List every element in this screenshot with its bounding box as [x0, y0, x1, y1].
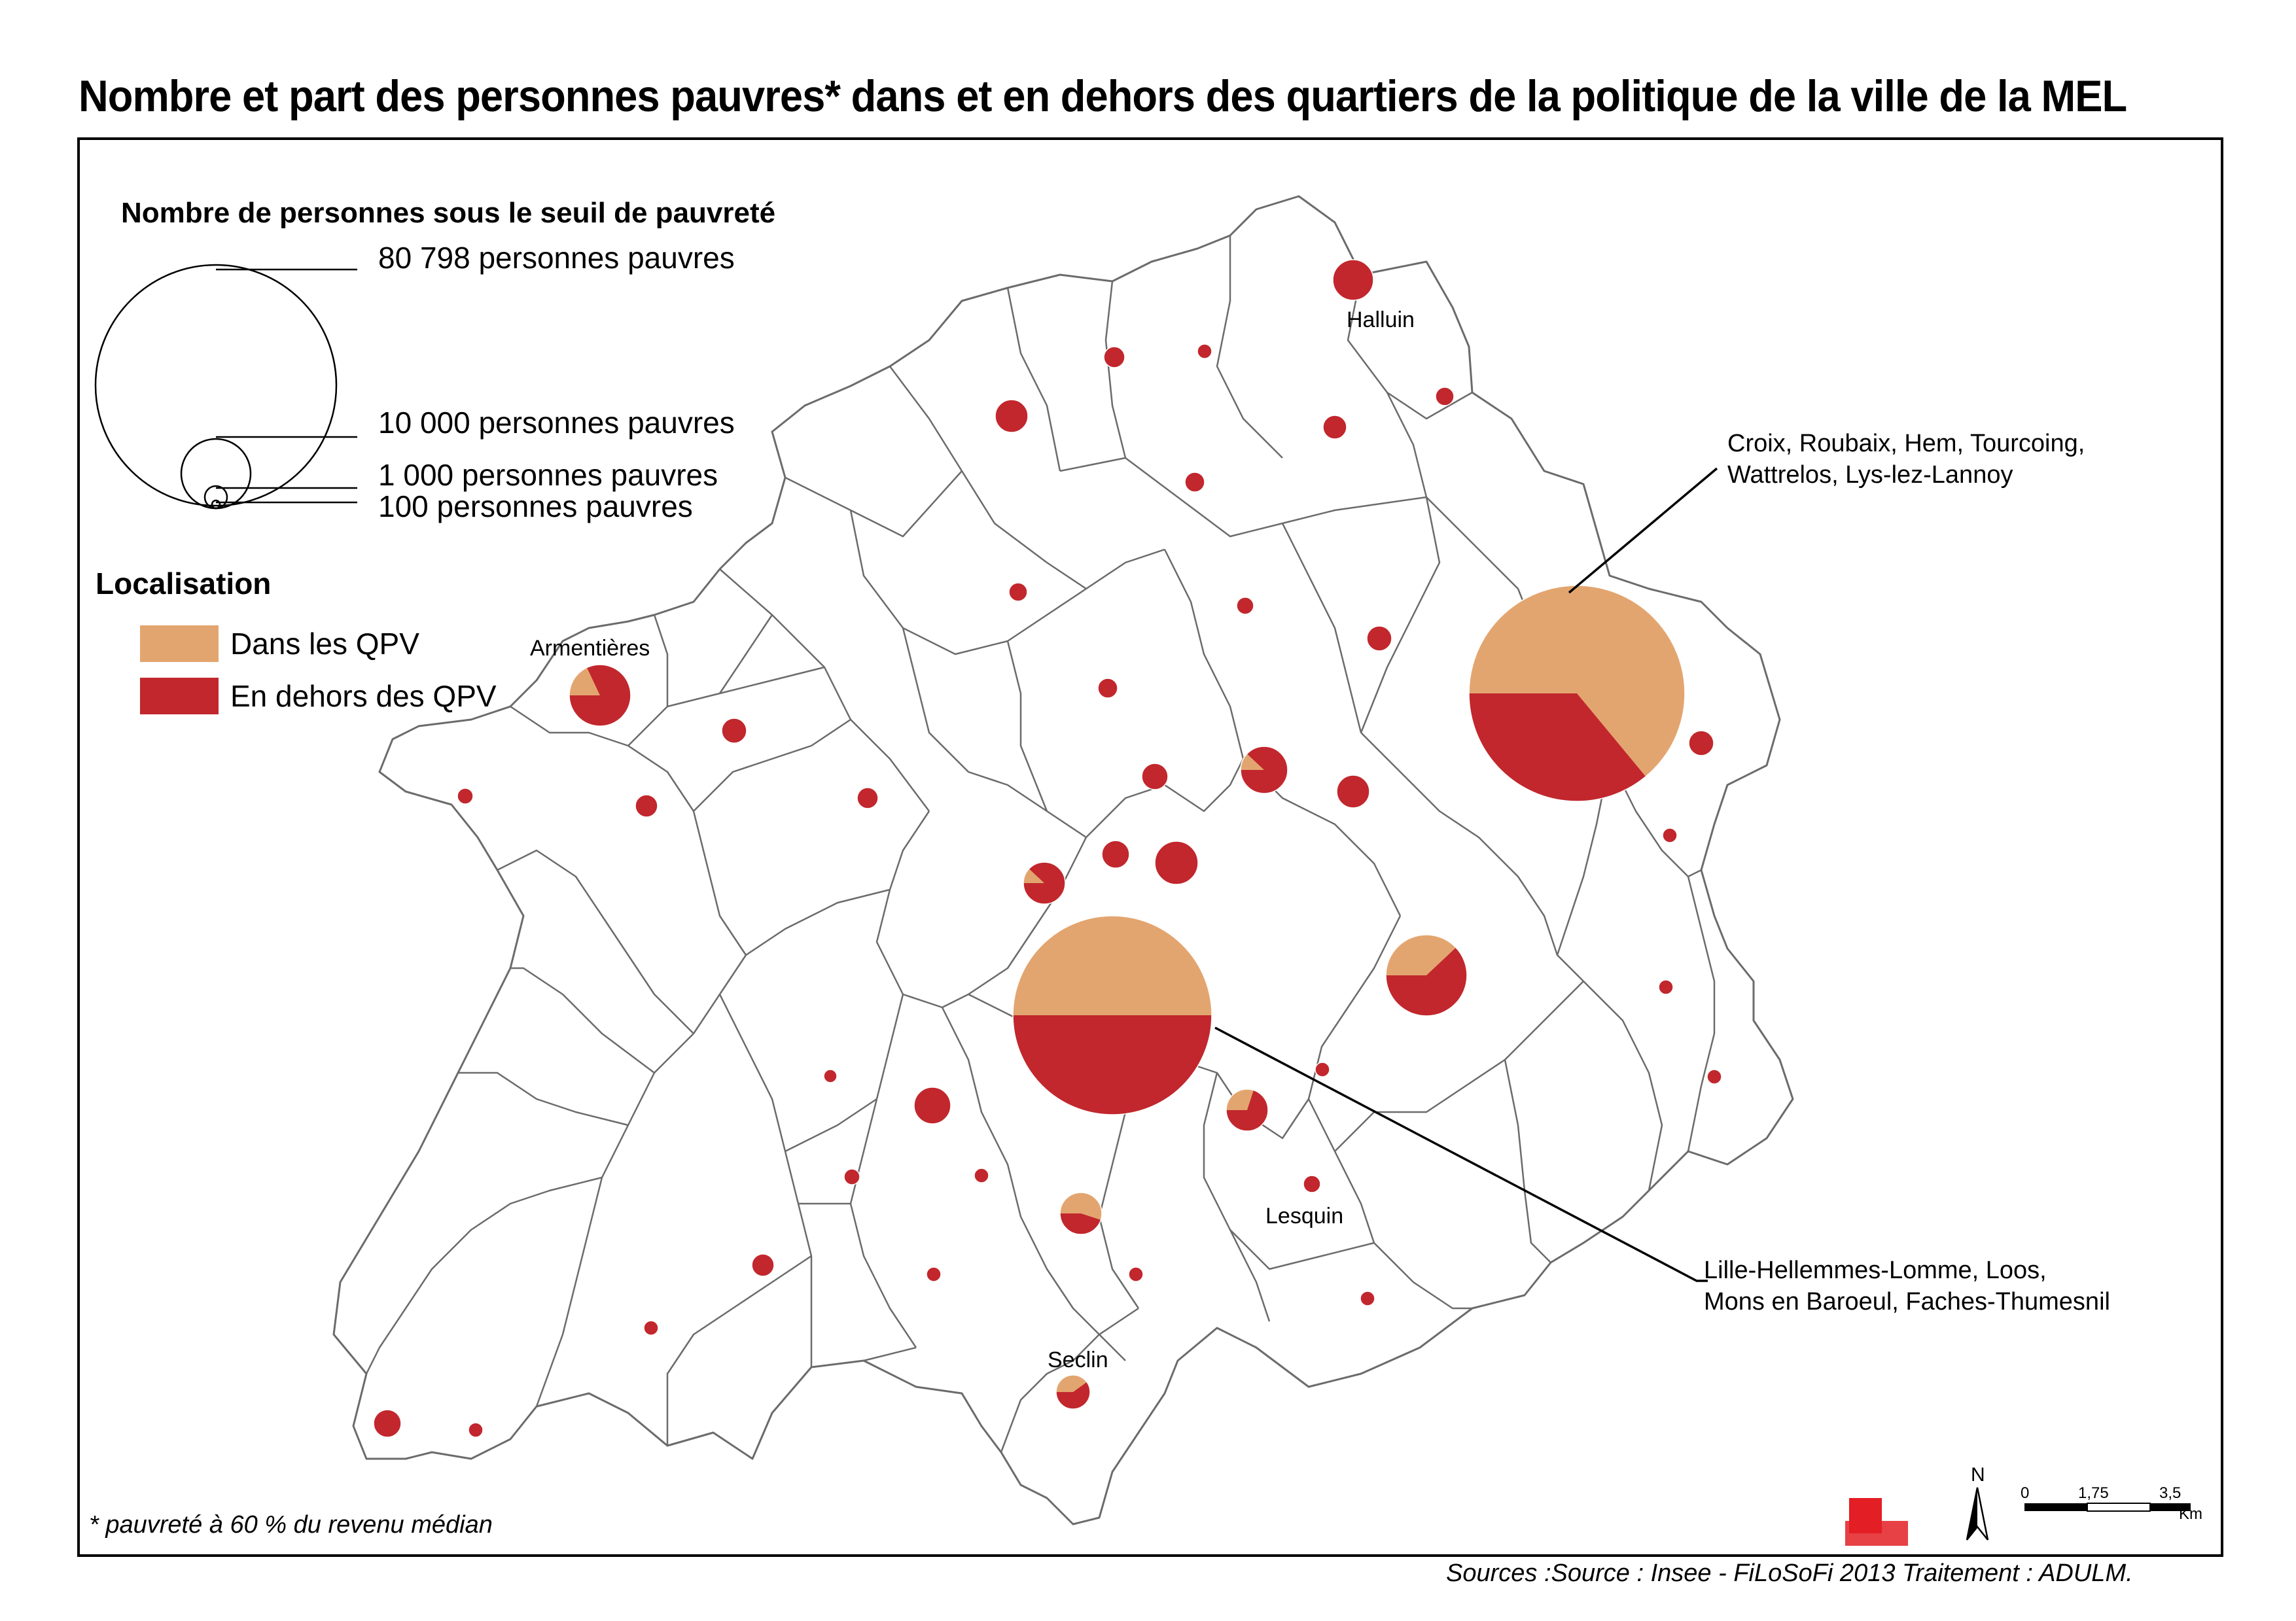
callout-lines: [1214, 467, 1718, 1282]
symbol-circle: [926, 1266, 942, 1282]
pie-outline: [1240, 746, 1288, 794]
size-legend-circle-80798: [94, 264, 338, 507]
symbol-circle: [1658, 979, 1674, 995]
symbol-circle: [1154, 841, 1199, 885]
pie-outline: [569, 664, 631, 727]
symbol-circle: [995, 399, 1029, 433]
scale-tick-0: 0: [2021, 1484, 2029, 1502]
map-frame: [77, 137, 2223, 1557]
symbol-circle: [1315, 1062, 1330, 1077]
symbol-circle: [1688, 730, 1714, 756]
symbol-circle: [468, 1422, 484, 1438]
north-label: N: [1971, 1464, 1985, 1486]
size-legend-circle-10000: [180, 438, 252, 510]
place-label-halluin: Halluin: [1347, 307, 1415, 332]
symbol-circle: [1332, 259, 1374, 301]
pie-slice-qpv: [1060, 1193, 1102, 1220]
symbol-circle: [843, 1168, 860, 1185]
symbol-circle: [751, 1253, 775, 1277]
pie-slice-qpv: [1023, 869, 1044, 883]
symbol-circle: [721, 718, 747, 744]
symbol-circle: [643, 1320, 659, 1336]
adulm-logo: [1845, 1498, 1908, 1546]
size-legend-circle-100: [211, 499, 221, 510]
place-label-seclin: Seclin: [1048, 1348, 1108, 1372]
symbol-circle: [1360, 1291, 1375, 1306]
north-arrow: [1966, 1487, 1989, 1541]
size-legend-title: Nombre de personnes sous le seuil de pau…: [121, 197, 775, 229]
sources-line: Sources :Source : Insee - FiLoSoFi 2013 …: [1446, 1560, 2133, 1587]
map-title: Nombre et part des personnes pauvres* da…: [79, 71, 2127, 121]
symbol-circle: [823, 1069, 838, 1083]
symbol-circle: [635, 794, 658, 818]
scale-bar: [2024, 1503, 2191, 1512]
mel-territory: [332, 195, 1794, 1525]
callout-lille-line1: Lille-Hellemmes-Lomme, Loos,: [1704, 1257, 2047, 1284]
place-label-lesquin: Lesquin: [1265, 1204, 1343, 1229]
symbol-circle: [1662, 828, 1678, 843]
size-legend-label-100: 100 personnes pauvres: [378, 489, 693, 523]
symbol-circle: [1103, 346, 1125, 368]
location-legend-title: Localisation: [96, 566, 271, 601]
size-legend-label-10000: 10 000 personnes pauvres: [378, 406, 735, 440]
symbol-circle: [1008, 582, 1028, 602]
pie-slice-qpv: [1056, 1375, 1087, 1392]
footnote: * pauvreté à 60 % du revenu médian: [89, 1511, 493, 1539]
symbol-circle: [1322, 415, 1347, 440]
symbol-circle: [1197, 343, 1212, 359]
pie-slice-qpv: [1013, 916, 1212, 1015]
symbol-circle: [1236, 597, 1254, 615]
pie-slice-qpv: [1386, 935, 1457, 975]
symbol-circle: [1184, 472, 1205, 493]
symbol-circle: [1141, 763, 1169, 790]
pie-outline: [1385, 934, 1468, 1017]
scale-tick-1: 1,75: [2078, 1484, 2109, 1502]
symbol-circle: [457, 788, 474, 805]
symbol-circle: [1706, 1069, 1722, 1085]
size-legend-label-80798: 80 798 personnes pauvres: [378, 241, 735, 275]
legend-swatch-hors-qpv: [140, 678, 219, 714]
scale-tick-2: 3,5: [2159, 1484, 2181, 1502]
symbol-circle: [1101, 840, 1130, 869]
symbol-circle: [974, 1168, 989, 1183]
pie-slice-qpv: [1226, 1089, 1254, 1110]
pie-symbols: [569, 585, 1686, 1410]
legend-label-hors-qpv: En dehors des QPV: [230, 679, 497, 713]
place-label-armentieres: Armentières: [530, 636, 650, 661]
symbol-circle: [913, 1087, 951, 1124]
pie-slice-qpv: [1469, 585, 1685, 777]
symbol-circle: [1097, 678, 1118, 699]
pie-outline: [1012, 915, 1212, 1115]
symbol-circle: [1435, 387, 1455, 406]
symbol-circle: [1366, 625, 1392, 652]
symbol-circle: [1128, 1266, 1144, 1282]
symbol-circle: [1336, 775, 1370, 809]
legend-swatch-qpv: [140, 625, 219, 662]
size-legend-label-1000: 1 000 personnes pauvres: [378, 458, 718, 492]
callout-roubaix-line2: Wattrelos, Lys-lez-Lannoy: [1727, 461, 2013, 489]
pie-slice-qpv: [1241, 754, 1264, 770]
pie-slice-qpv: [569, 667, 600, 695]
callout-lille-line2: Mons en Baroeul, Faches-Thumesnil: [1704, 1288, 2110, 1316]
pie-outline: [1055, 1374, 1091, 1410]
proportional-symbols: [373, 259, 1722, 1438]
symbol-circle: [1303, 1175, 1321, 1193]
pie-outline: [1023, 862, 1066, 905]
pie-outline: [1226, 1089, 1269, 1132]
legend-label-qpv: Dans les QPV: [230, 627, 419, 661]
symbol-circle: [857, 787, 879, 809]
size-legend-graphic: [94, 264, 357, 510]
territory-outline: [332, 195, 1794, 1525]
scale-unit: Km: [2179, 1505, 2202, 1523]
pie-outline: [1059, 1192, 1103, 1235]
symbol-circle: [373, 1409, 402, 1438]
callout-roubaix-line1: Croix, Roubaix, Hem, Tourcoing,: [1727, 430, 2085, 457]
